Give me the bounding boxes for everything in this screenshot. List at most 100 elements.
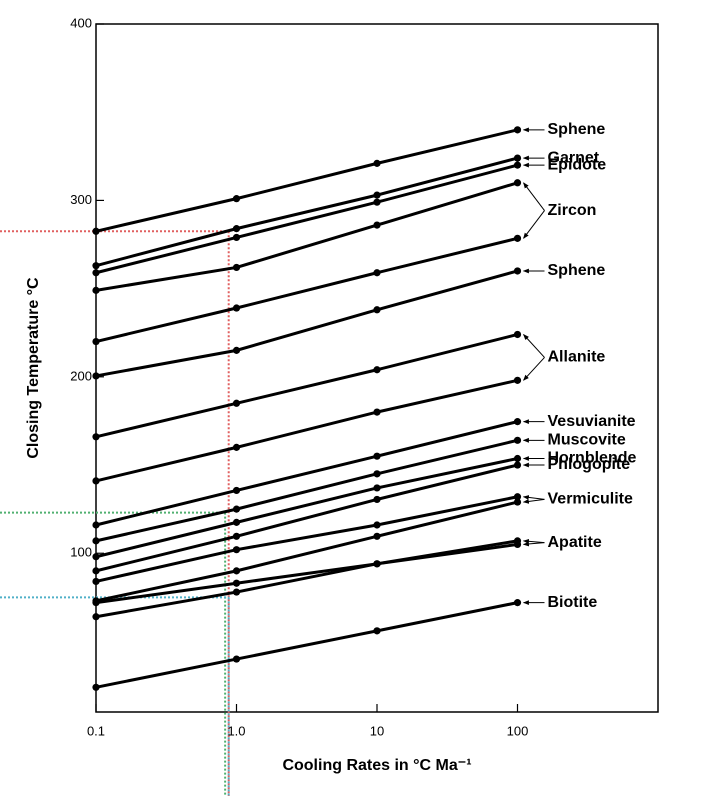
data-point bbox=[232, 399, 241, 407]
data-point bbox=[513, 126, 522, 134]
data-point bbox=[232, 233, 241, 242]
y-axis-label: Closing Temperature °C bbox=[25, 277, 42, 459]
x-axis-label: Cooling Rates in °C Ma⁻¹ bbox=[282, 757, 471, 774]
data-point bbox=[232, 195, 241, 203]
label-arrow bbox=[523, 357, 545, 381]
data-point bbox=[232, 588, 241, 596]
series-label: Phlogopite bbox=[548, 456, 631, 473]
data-point bbox=[92, 567, 100, 575]
data-point bbox=[373, 191, 381, 199]
data-point bbox=[92, 599, 100, 607]
data-point bbox=[232, 443, 241, 451]
series-line bbox=[95, 181, 518, 292]
x-tick-label: 0.1 bbox=[87, 723, 105, 738]
series-label: Apatite bbox=[548, 534, 602, 551]
label-arrow bbox=[522, 498, 545, 504]
series-line bbox=[95, 378, 518, 483]
series-line bbox=[95, 163, 518, 275]
data-point bbox=[232, 505, 241, 513]
label-arrow bbox=[523, 182, 545, 211]
data-point bbox=[373, 159, 381, 167]
y-tick-label: 300 bbox=[70, 192, 92, 207]
data-point bbox=[373, 408, 381, 416]
series-line bbox=[95, 420, 518, 527]
series-label: Sphene bbox=[548, 262, 606, 279]
x-tick-label: 100 bbox=[507, 723, 529, 738]
data-point bbox=[92, 227, 100, 235]
series-line bbox=[95, 495, 518, 583]
series-line bbox=[95, 463, 518, 573]
series-line bbox=[95, 236, 518, 343]
data-point bbox=[232, 655, 241, 663]
data-point bbox=[92, 613, 100, 621]
data-point bbox=[513, 267, 522, 275]
data-point bbox=[373, 306, 381, 314]
data-point bbox=[513, 493, 522, 501]
data-point bbox=[92, 477, 100, 485]
data-point bbox=[92, 337, 100, 346]
label-arrow bbox=[522, 495, 545, 500]
label-arrow bbox=[523, 334, 545, 358]
x-tick-label: 1.0 bbox=[227, 723, 245, 738]
data-point bbox=[232, 567, 241, 575]
data-point bbox=[92, 262, 100, 270]
data-point bbox=[513, 599, 522, 607]
series-line bbox=[95, 269, 518, 378]
label-arrow bbox=[522, 541, 545, 547]
data-point bbox=[92, 577, 100, 586]
x-tick-label: 10 bbox=[370, 723, 384, 738]
data-point bbox=[513, 436, 522, 444]
data-point bbox=[373, 532, 381, 540]
data-point bbox=[373, 495, 381, 504]
data-point bbox=[373, 521, 381, 529]
data-point bbox=[373, 627, 381, 635]
data-point bbox=[373, 452, 381, 460]
data-point bbox=[513, 376, 522, 384]
data-point bbox=[92, 286, 100, 294]
data-point bbox=[232, 518, 241, 526]
data-point bbox=[92, 433, 100, 441]
data-point bbox=[513, 454, 522, 463]
series-line bbox=[95, 438, 518, 543]
data-point bbox=[513, 418, 522, 426]
y-tick-label: 400 bbox=[70, 15, 92, 30]
data-point bbox=[513, 161, 522, 169]
series-label: Epidote bbox=[548, 156, 607, 173]
series-label: Hornblende bbox=[548, 450, 637, 467]
series-label: Garnet bbox=[548, 149, 600, 166]
label-arrow bbox=[522, 538, 545, 544]
data-point bbox=[232, 579, 241, 587]
data-point bbox=[92, 537, 100, 545]
data-point bbox=[373, 221, 381, 229]
data-point bbox=[373, 198, 381, 206]
data-point bbox=[232, 225, 241, 233]
data-point bbox=[513, 234, 522, 242]
series-line bbox=[95, 457, 518, 559]
series-line bbox=[95, 500, 518, 603]
data-point bbox=[373, 470, 381, 478]
data-point bbox=[232, 304, 241, 312]
data-point bbox=[513, 461, 522, 469]
series-line bbox=[95, 539, 518, 605]
data-point bbox=[232, 263, 241, 272]
data-point bbox=[92, 553, 100, 561]
series-label: Vermiculite bbox=[548, 491, 633, 508]
data-point bbox=[232, 346, 241, 354]
data-point bbox=[92, 521, 100, 529]
y-tick-label: 200 bbox=[70, 368, 92, 383]
series-line bbox=[95, 542, 518, 619]
data-point bbox=[513, 154, 522, 162]
data-point bbox=[513, 498, 522, 506]
series-label: Vesuvianite bbox=[548, 413, 636, 430]
data-point bbox=[513, 540, 522, 549]
data-point bbox=[232, 532, 241, 540]
series-label: Allanite bbox=[548, 349, 606, 366]
label-arrow bbox=[523, 210, 545, 239]
series-line bbox=[95, 156, 518, 268]
data-point bbox=[92, 269, 100, 277]
data-point bbox=[373, 560, 381, 568]
data-point bbox=[373, 484, 381, 492]
data-point bbox=[232, 486, 241, 495]
data-point bbox=[513, 330, 522, 339]
